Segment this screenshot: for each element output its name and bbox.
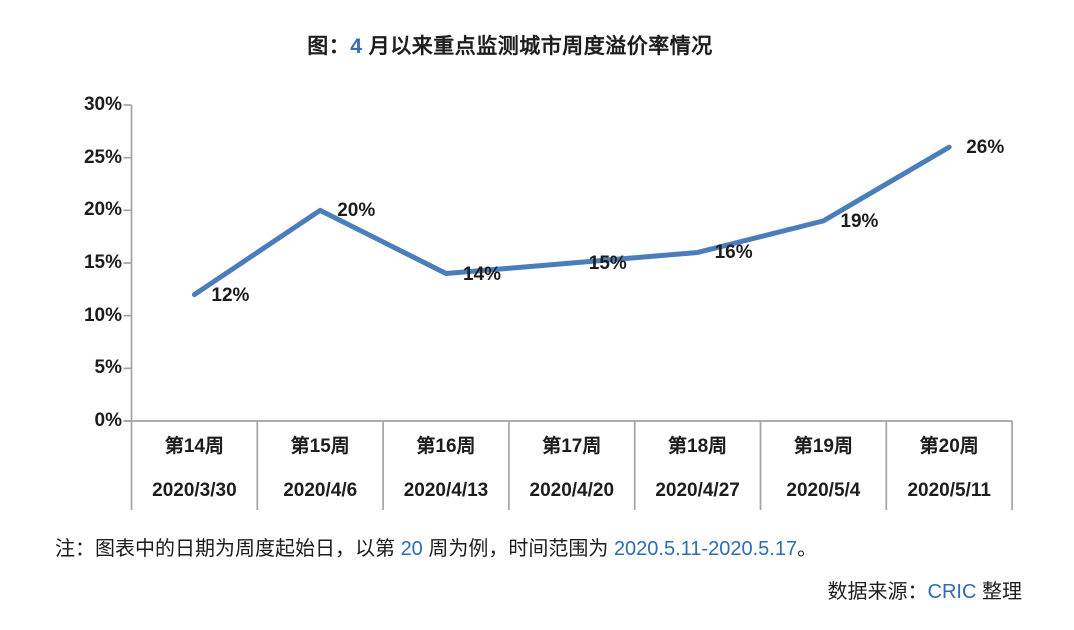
- chart-title: 图：4 月以来重点监测城市周度溢价率情况: [0, 30, 1020, 60]
- y-tick-label: 0%: [94, 410, 122, 431]
- data-point-label: 19%: [840, 210, 879, 232]
- series-line: [191, 144, 952, 298]
- x-category-date: 2020/4/13: [403, 480, 489, 501]
- footnote-text-mid: 周为例，时间范围为: [422, 538, 614, 560]
- x-category-date: 2020/4/20: [529, 480, 615, 501]
- footnote-period: 。: [797, 538, 818, 560]
- x-category-date: 2020/4/27: [655, 480, 740, 501]
- x-category-week: 第14周: [164, 436, 224, 457]
- y-tick-label: 30%: [83, 94, 122, 115]
- data-source: 数据来源：CRIC 整理: [0, 580, 1022, 604]
- y-tick-label: 10%: [83, 304, 122, 326]
- y-tick-label: 25%: [83, 146, 122, 168]
- data-source-label: 数据来源：: [827, 581, 928, 603]
- data-point-label: 12%: [211, 284, 250, 306]
- footnote-date-range: 2020.5.11-2020.5.17: [613, 538, 798, 560]
- x-category-date: 2020/5/4: [786, 480, 861, 501]
- data-point-label: 14%: [463, 263, 502, 285]
- footnote: 注：图表中的日期为周度起始日，以第 20 周为例，时间范围为 2020.5.11…: [55, 536, 1045, 562]
- y-tick-label: 20%: [83, 199, 122, 221]
- x-category-week: 第17周: [542, 436, 602, 457]
- data-point-label: 26%: [966, 137, 1005, 159]
- footnote-text: 注：图表中的日期为周度起始日，以第: [55, 538, 401, 560]
- x-category-week: 第20周: [919, 436, 979, 457]
- chart-title-prefix: 图：: [307, 35, 351, 58]
- x-category-week: 第19周: [793, 436, 853, 457]
- data-point-label: 16%: [714, 242, 753, 264]
- footnote-week-number: 20: [400, 538, 423, 560]
- y-tick-label: 5%: [94, 357, 122, 379]
- y-tick-label: 15%: [83, 252, 122, 273]
- x-category-date: 2020/3/30: [152, 480, 237, 501]
- data-source-org: CRIC: [927, 581, 977, 603]
- data-point-label: 15%: [588, 253, 627, 274]
- data-point-label: 20%: [337, 200, 376, 222]
- x-category-date: 2020/4/6: [283, 480, 358, 501]
- data-source-suffix: 整理: [976, 581, 1022, 603]
- x-category-week: 第18周: [668, 436, 728, 457]
- x-category-week: 第16周: [416, 436, 476, 457]
- x-category-week: 第15周: [290, 436, 350, 457]
- x-category-date: 2020/5/11: [907, 480, 991, 501]
- chart-title-suffix: 月以来重点监测城市周度溢价率情况: [362, 35, 713, 58]
- chart-title-number: 4: [350, 35, 363, 58]
